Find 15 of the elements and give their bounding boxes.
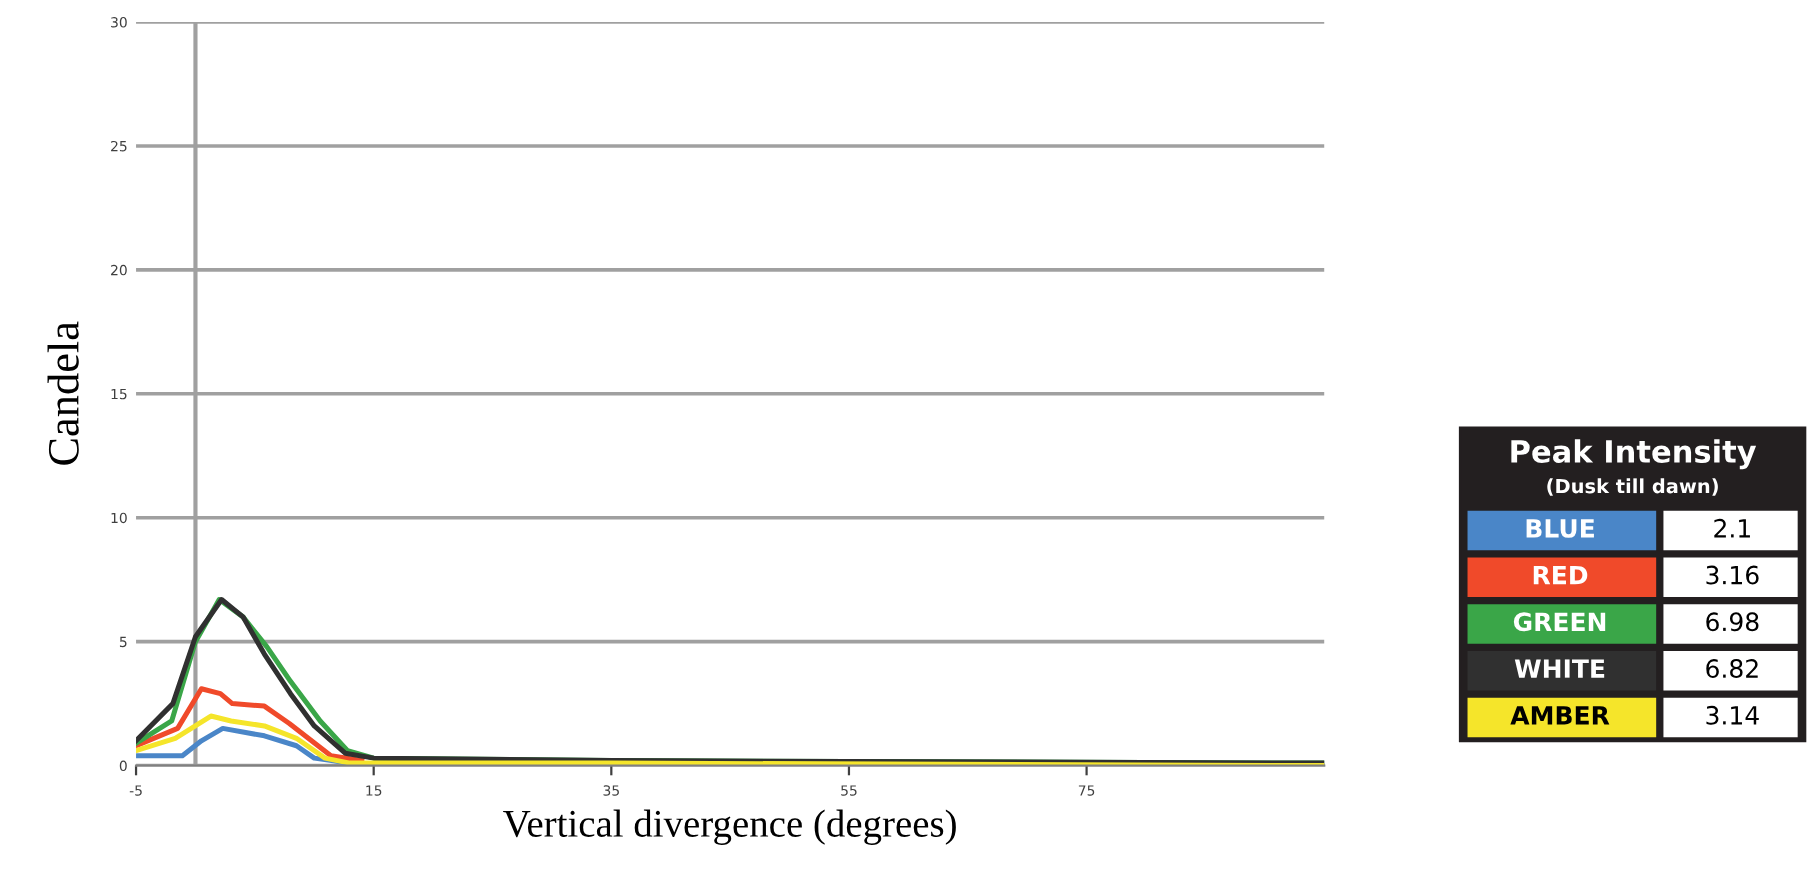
text: 2.1 (1714, 518, 1750, 538)
line-series (136, 713, 1325, 766)
text: GREEN (1513, 612, 1606, 632)
line-series (136, 686, 365, 764)
text: 6.82 (1706, 659, 1758, 679)
text: 3.14 (1706, 705, 1759, 725)
text: RED (1533, 565, 1588, 585)
text: BLUE (1526, 519, 1594, 538)
text: WHITE (1514, 659, 1605, 678)
text: AMBER (1510, 706, 1610, 725)
text: 3.16 (1706, 565, 1759, 585)
y-axis-title: Candela (47, 321, 79, 465)
x-axis-title: Vertical divergence (degrees) (503, 809, 956, 845)
text: 6.98 (1706, 612, 1759, 632)
legend-title: Peak Intensity (Dusk till dawn) (1511, 439, 1757, 496)
